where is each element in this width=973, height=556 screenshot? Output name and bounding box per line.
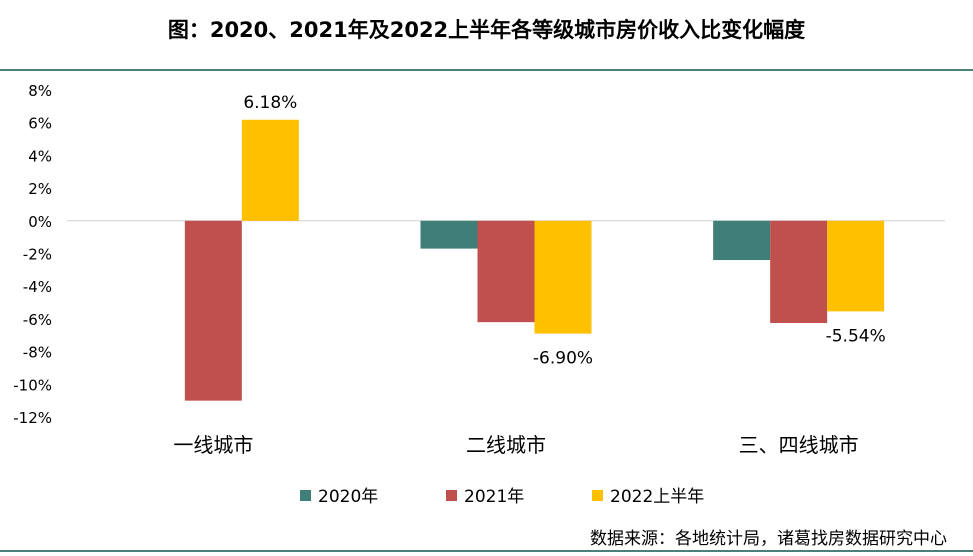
bar-2-3 [770,220,828,323]
bottom-rule [0,550,973,552]
category-label: 二线城市 [466,433,546,457]
y-tick-label: -8% [23,344,52,362]
y-tick-label: 0% [28,213,52,231]
y-tick-label: -12% [13,409,52,427]
y-tick-label: -4% [23,278,52,296]
bar-3-3 [827,220,885,312]
y-tick-label: 4% [28,147,52,165]
legend-swatch [446,490,457,501]
bar-1-2 [420,220,478,249]
y-tick-label: -2% [23,246,52,264]
legend-label: 2020年 [318,487,378,507]
legend-label: 2022上半年 [610,487,704,507]
y-tick-label: 2% [28,180,52,198]
data-label: -5.54% [826,326,886,346]
y-tick-label: -6% [23,311,52,329]
category-label: 三、四线城市 [739,433,859,457]
bar-2-2 [477,220,535,323]
top-rule [0,69,973,71]
legend-swatch [592,490,603,501]
bar-1-3 [713,220,771,261]
bar-3-2 [534,220,592,334]
data-label: -6.90% [533,349,593,369]
bar-2-1 [184,220,242,401]
category-label: 一线城市 [173,433,253,457]
y-tick-label: 6% [28,115,52,133]
legend-label: 2021年 [464,487,524,507]
data-label: 6.18% [243,93,297,113]
chart-title: 图：2020、2021年及2022上半年各等级城市房价收入比变化幅度 [167,18,806,42]
y-tick-label: 8% [28,82,52,100]
source-note: 数据来源：各地统计局，诸葛找房数据研究中心 [590,529,947,549]
bar-3-1 [241,119,299,221]
y-tick-label: -10% [13,376,52,394]
legend-swatch [300,490,311,501]
